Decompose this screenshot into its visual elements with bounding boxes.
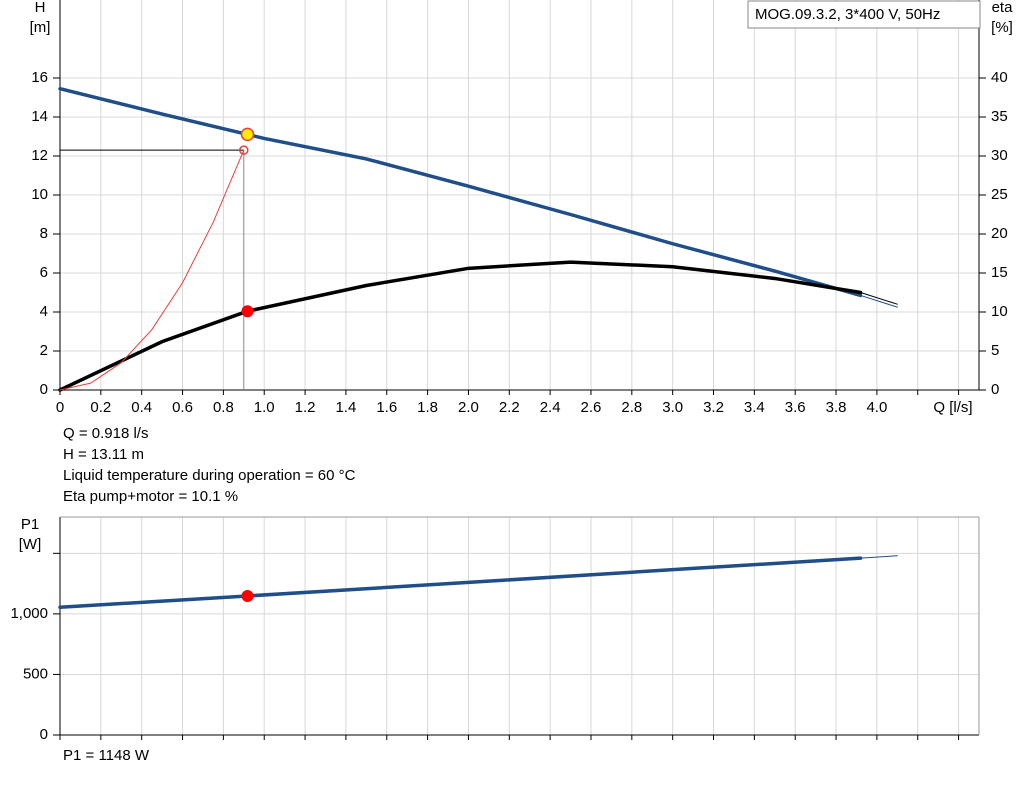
x-tick-label: 2.6 xyxy=(581,399,602,416)
x-tick-label: 2.8 xyxy=(621,399,642,416)
y-tick-label: 12 xyxy=(31,147,48,164)
y2-tick-label: 5 xyxy=(991,342,999,359)
x-tick-label: 3.4 xyxy=(744,399,765,416)
x-tick-label: 0 xyxy=(56,399,64,416)
curve xyxy=(860,292,898,305)
y-tick-label: 4 xyxy=(40,303,48,320)
y2-tick-label: 30 xyxy=(991,147,1008,164)
x-tick-label: 3.0 xyxy=(662,399,683,416)
x-tick-label: 1.4 xyxy=(335,399,356,416)
x-tick-label: 3.2 xyxy=(703,399,724,416)
y2-tick-label: 0 xyxy=(991,381,999,398)
x-axis-label: Q [l/s] xyxy=(933,399,972,416)
x-tick-label: 1.8 xyxy=(417,399,438,416)
x-tick-label: 1.6 xyxy=(376,399,397,416)
operating-point xyxy=(241,589,254,602)
x-tick-label: 0.2 xyxy=(90,399,111,416)
y-tick-label: 10 xyxy=(31,186,48,203)
y-tick-label: 16 xyxy=(31,69,48,86)
x-tick-label: 0.4 xyxy=(131,399,152,416)
curve xyxy=(58,556,863,609)
x-tick-label: 2.4 xyxy=(540,399,561,416)
curve xyxy=(59,149,245,391)
legend-box xyxy=(747,0,981,29)
curve xyxy=(860,294,898,308)
y-axis-label: [W] xyxy=(19,536,42,553)
y-tick-label: 0 xyxy=(40,726,48,743)
curve xyxy=(58,86,863,298)
x-tick-label: 3.8 xyxy=(826,399,847,416)
y-axis-label: H xyxy=(35,0,46,16)
y-tick-label: 14 xyxy=(31,108,48,125)
x-tick-label: 2.2 xyxy=(499,399,520,416)
y-tick-label: 2 xyxy=(40,342,48,359)
curve xyxy=(58,260,863,392)
x-tick-label: 2.0 xyxy=(458,399,479,416)
y-tick-label: 6 xyxy=(40,264,48,281)
annotation: Q = 0.918 l/s xyxy=(63,425,148,442)
y-axis-label: [m] xyxy=(30,19,51,36)
x-tick-label: 0.8 xyxy=(213,399,234,416)
annotation: P1 = 1148 W xyxy=(63,747,150,764)
y-tick-label: 1,000 xyxy=(10,605,48,622)
x-tick-label: 0.6 xyxy=(172,399,193,416)
y2-tick-label: 15 xyxy=(991,264,1008,281)
x-tick-label: 1.2 xyxy=(295,399,316,416)
y2-axis-label: [%] xyxy=(991,19,1013,36)
operating-point xyxy=(241,305,254,318)
y-tick-label: 8 xyxy=(40,225,48,242)
y2-tick-label: 10 xyxy=(991,303,1008,320)
y2-axis-label: eta xyxy=(992,0,1014,16)
operating-point xyxy=(239,145,249,155)
x-tick-label: 4.0 xyxy=(866,399,887,416)
annotation: H = 13.11 m xyxy=(63,446,144,463)
operating-point xyxy=(240,127,255,142)
x-tick-label: 1.0 xyxy=(254,399,275,416)
legend-text: MOG.09.3.2, 3*400 V, 50Hz xyxy=(755,6,940,23)
y-tick-label: 500 xyxy=(23,665,48,682)
annotation: Eta pump+motor = 10.1 % xyxy=(63,488,238,505)
y2-tick-label: 40 xyxy=(991,69,1008,86)
annotation: Liquid temperature during operation = 60… xyxy=(63,467,356,484)
y-tick-label: 0 xyxy=(40,381,48,398)
y2-tick-label: 25 xyxy=(991,186,1008,203)
x-tick-label: 3.6 xyxy=(785,399,806,416)
curve xyxy=(860,555,898,559)
y2-tick-label: 35 xyxy=(991,108,1008,125)
y2-tick-label: 20 xyxy=(991,225,1008,242)
y-axis-label: P1 xyxy=(21,516,39,533)
